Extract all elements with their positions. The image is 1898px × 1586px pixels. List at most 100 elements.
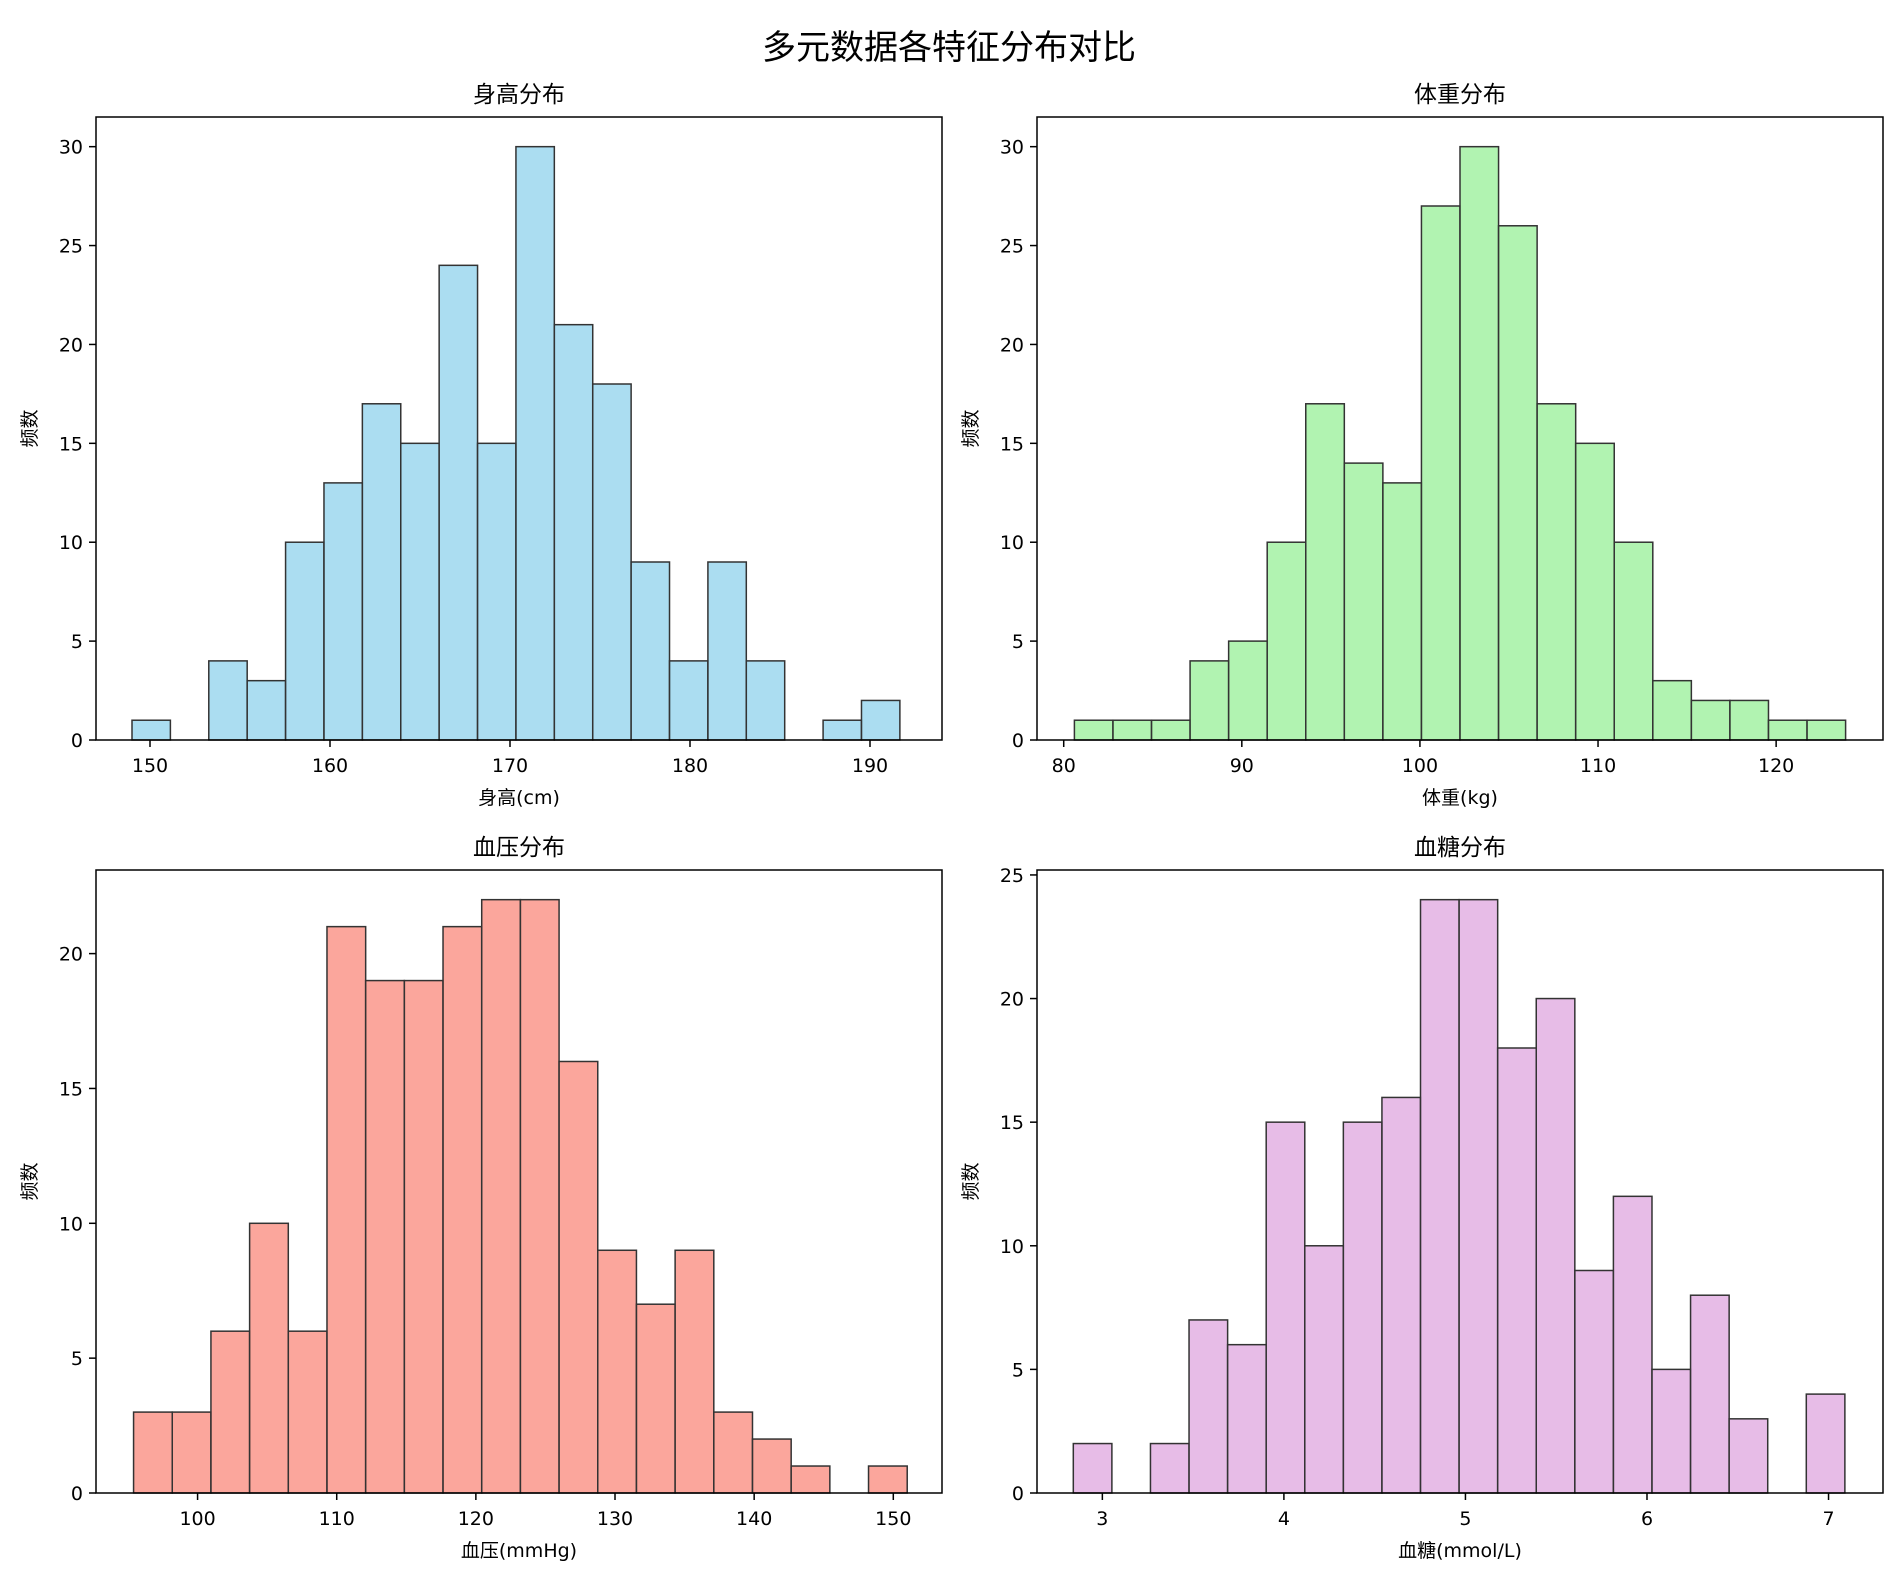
subplot-title: 体重分布 <box>1414 82 1506 108</box>
histogram-bar <box>515 145 556 741</box>
x-tick-label: 150 <box>132 755 168 777</box>
x-tick-label: 5 <box>1459 1508 1471 1530</box>
y-tick-label: 5 <box>1012 631 1024 653</box>
histogram-bar <box>1458 898 1499 1494</box>
histogram-bar <box>1689 1294 1730 1494</box>
histogram-bar <box>745 660 786 741</box>
histogram-bar <box>1767 719 1808 741</box>
x-tick-label: 80 <box>1052 755 1076 777</box>
histogram-bar <box>707 561 748 741</box>
histogram-bar <box>132 1411 174 1494</box>
histogram-bar <box>1266 541 1307 741</box>
histogram-bar <box>558 1060 599 1494</box>
histogram-bar <box>480 898 522 1494</box>
histogram-bar <box>1651 1368 1692 1494</box>
x-axis-label: 体重(kg) <box>1422 787 1498 809</box>
y-tick-label: 25 <box>1000 236 1024 258</box>
histogram-bar <box>1382 482 1423 741</box>
histogram-bar <box>1496 1047 1537 1494</box>
histogram-bar <box>1305 403 1346 741</box>
histogram-bar <box>1227 640 1268 741</box>
histogram-bar <box>635 1303 676 1494</box>
histogram-bar <box>860 699 901 741</box>
histogram-bar <box>171 1411 212 1494</box>
histogram-bar <box>1343 462 1384 741</box>
histogram-bar <box>1612 1195 1653 1494</box>
y-tick-label: 25 <box>59 236 83 258</box>
y-tick-label: 30 <box>59 137 83 159</box>
histogram-bar <box>403 979 444 1494</box>
x-axis-label: 血糖(mmol/L) <box>1398 1540 1522 1562</box>
x-tick-label: 120 <box>1758 755 1794 777</box>
histogram-bar <box>790 1465 831 1494</box>
histogram-bar <box>1073 719 1114 741</box>
x-tick-label: 110 <box>1580 755 1616 777</box>
histogram-bar <box>287 1330 328 1494</box>
y-tick-label: 0 <box>1012 1483 1024 1505</box>
histogram-bar <box>1304 1245 1345 1494</box>
y-tick-label: 10 <box>1000 1236 1024 1258</box>
x-tick-label: 160 <box>312 755 348 777</box>
y-tick-label: 5 <box>71 631 83 653</box>
axes-frame <box>1036 116 1884 741</box>
y-tick-label: 25 <box>1000 865 1024 887</box>
histogram-bar <box>442 925 483 1494</box>
histogram-bar <box>553 323 594 741</box>
histogram-bar <box>1072 1442 1113 1494</box>
y-tick-label: 30 <box>1000 137 1024 159</box>
histogram-bar <box>284 541 325 741</box>
histogram-bar <box>1574 442 1615 741</box>
histogram-bar <box>1613 541 1654 741</box>
histogram-bar <box>1497 225 1538 741</box>
histogram-bar <box>1690 699 1731 741</box>
x-tick-label: 100 <box>1402 755 1438 777</box>
x-tick-label: 170 <box>492 755 528 777</box>
x-tick-label: 180 <box>672 755 708 777</box>
x-tick-label: 3 <box>1096 1508 1108 1530</box>
x-tick-label: 7 <box>1822 1508 1834 1530</box>
y-tick-label: 15 <box>1000 433 1024 455</box>
x-tick-label: 90 <box>1230 755 1254 777</box>
histogram-bar <box>751 1438 792 1494</box>
histogram-bar <box>1652 679 1693 741</box>
histogram-bar <box>1806 719 1847 741</box>
x-tick-label: 150 <box>875 1508 911 1530</box>
histogram-bar <box>591 383 632 741</box>
histogram-bar <box>1535 997 1576 1494</box>
x-tick-label: 190 <box>852 755 888 777</box>
histogram-bar <box>674 1249 715 1494</box>
histogram-bar <box>131 719 172 741</box>
histogram-bar <box>713 1411 754 1494</box>
histogram-bar <box>248 1222 290 1494</box>
histogram-bar <box>1342 1121 1383 1494</box>
histogram-bar <box>326 925 367 1494</box>
y-tick-label: 0 <box>1012 730 1024 752</box>
axes-frame <box>95 869 943 1494</box>
histogram-bar <box>1805 1393 1846 1494</box>
subplot-title: 血糖分布 <box>1414 835 1506 861</box>
y-axis-label: 频数 <box>960 1162 982 1200</box>
y-tick-label: 5 <box>1012 1359 1024 1381</box>
y-tick-label: 0 <box>71 1483 83 1505</box>
axes-frame <box>1036 869 1884 1494</box>
x-tick-label: 130 <box>597 1508 633 1530</box>
y-tick-label: 10 <box>59 532 83 554</box>
histogram-bar <box>323 482 364 741</box>
x-tick-label: 4 <box>1278 1508 1290 1530</box>
histogram-bar <box>1112 719 1153 741</box>
x-tick-label: 6 <box>1641 1508 1653 1530</box>
x-tick-label: 120 <box>458 1508 494 1530</box>
y-tick-label: 20 <box>1000 334 1024 356</box>
histogram-bar <box>476 442 517 741</box>
y-axis-label: 频数 <box>19 1162 41 1200</box>
histogram-bar <box>438 264 479 741</box>
histogram-bar <box>208 660 248 741</box>
y-tick-label: 0 <box>71 730 83 752</box>
histogram-bar <box>400 442 440 741</box>
y-tick-label: 5 <box>71 1348 83 1370</box>
